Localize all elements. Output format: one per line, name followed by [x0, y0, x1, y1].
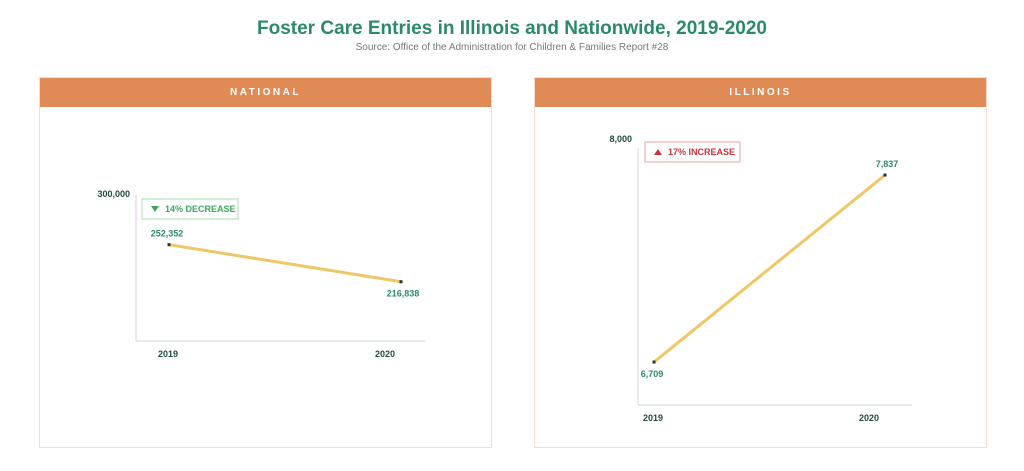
- national-x-tick-2020: 2020: [375, 349, 395, 359]
- national-data-point-2020: [399, 280, 403, 284]
- chart-title: Foster Care Entries in Illinois and Nati…: [257, 18, 767, 39]
- national-data-point-2019: [167, 243, 171, 247]
- national-value-label-2019: 252,352: [151, 229, 184, 239]
- national-change-badge: [141, 198, 239, 220]
- illinois-x-tick-2020: 2020: [859, 413, 879, 423]
- illinois-data-point-2019: [652, 360, 656, 364]
- national-value-label-2020: 216,838: [387, 289, 420, 299]
- illinois-data-point-2020: [883, 173, 887, 177]
- national-panel-header: NATIONAL: [40, 78, 491, 107]
- illinois-value-label-2020: 7,837: [876, 159, 899, 169]
- illinois-change-badge: [644, 141, 741, 163]
- chart-subtitle: Source: Office of the Administration for…: [355, 42, 669, 53]
- illinois-change-badge-text: 17% INCREASE: [668, 147, 735, 157]
- triangle-up-icon: [654, 149, 662, 155]
- national-x-tick-2019: 2019: [158, 349, 178, 359]
- illinois-y-tick-label: 8,000: [609, 134, 632, 144]
- illinois-panel-header: ILLINOIS: [535, 78, 986, 107]
- national-series-line: [167, 243, 403, 284]
- national-change-badge-text: 14% DECREASE: [165, 204, 236, 214]
- illinois-x-tick-2019: 2019: [643, 413, 663, 423]
- illinois-value-label-2019: 6,709: [641, 369, 664, 379]
- illinois-panel: ILLINOIS: [534, 77, 987, 448]
- national-y-tick-label: 300,000: [97, 189, 130, 199]
- illinois-series-line: [652, 173, 887, 364]
- national-panel: NATIONAL: [39, 77, 492, 448]
- triangle-down-icon: [151, 206, 159, 212]
